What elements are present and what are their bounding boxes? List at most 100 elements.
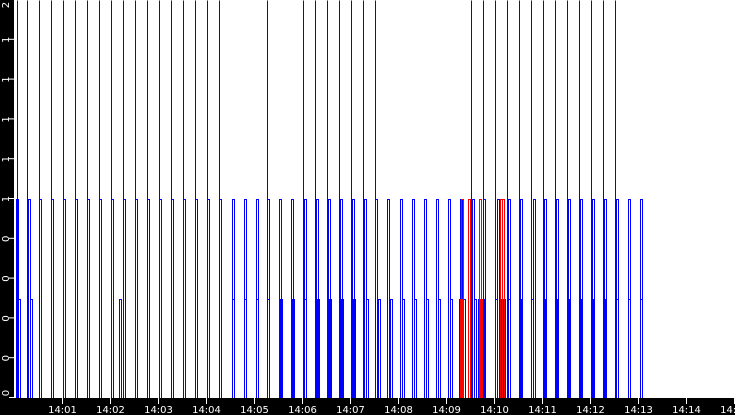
x-axis: 14:01 14:02 14:03 14:04 14:05 14:06 14:07 14:08… (48, 398, 735, 415)
pulse-mark (30, 299, 33, 398)
pulse-mark (603, 299, 606, 398)
pulse-mark (412, 199, 415, 398)
x-tick-label: 14:04 (192, 405, 221, 415)
y-tick-label: 1 (1, 37, 12, 43)
pulse-mark (119, 299, 122, 398)
x-tick-label: 14:10 (480, 405, 509, 415)
pulse-mark (520, 199, 523, 398)
x-tick-label: 14:01 (48, 405, 77, 415)
pulse-mark (256, 299, 259, 398)
pulse-mark (472, 199, 475, 398)
y-tick-label: 0 (1, 355, 12, 361)
pulse-mark (640, 199, 643, 398)
pulse-mark (18, 299, 21, 398)
pulse-mark (580, 199, 583, 398)
pulse-mark (244, 199, 247, 398)
x-tick-label: 14:05 (240, 405, 269, 415)
pulse-mark (414, 299, 417, 398)
pulse-mark (387, 199, 390, 398)
pulse-mark (640, 299, 643, 398)
pulse-mark (378, 299, 381, 398)
y-tick-label: 0 (1, 315, 12, 321)
y-tick-label: 0 (1, 275, 12, 281)
x-tick-label: 14:08 (384, 405, 413, 415)
pulse-mark (317, 299, 320, 398)
x-tick-label: 14:06 (288, 405, 317, 415)
x-axis-band (0, 398, 735, 415)
pulse-mark (256, 199, 259, 398)
pulse-mark (328, 199, 331, 398)
x-tick-label: 14:02 (96, 405, 125, 415)
data-marks (16, 0, 643, 398)
pulse-mark (519, 299, 522, 398)
pulse-mark (460, 299, 463, 398)
x-tick-label: 14:12 (576, 405, 605, 415)
pulse-mark (304, 199, 307, 398)
pulse-mark (497, 199, 500, 398)
y-tick-label: 0 (1, 390, 12, 396)
y-tick-label: 1 (1, 116, 12, 122)
x-tick-label: 14:13 (624, 405, 653, 415)
pulse-mark (508, 299, 511, 398)
pulse-mark (364, 199, 367, 398)
pulse-mark (390, 299, 393, 398)
y-tick-label: 2 (1, 2, 12, 8)
pulse-mark (436, 199, 439, 398)
pulse-mark (474, 299, 477, 398)
pulse-mark (316, 199, 319, 398)
pulse-mark (438, 299, 441, 398)
plot-area (14, 0, 735, 398)
pulse-mark (279, 199, 282, 398)
pulse-mark (567, 299, 570, 398)
y-tick-label: 0 (1, 236, 12, 242)
pulse-mark (508, 199, 511, 398)
pulse-mark (426, 299, 429, 398)
pulse-mark (502, 199, 505, 398)
pulse-mark (28, 199, 31, 398)
pulse-mark (244, 299, 247, 398)
pulse-mark (402, 299, 405, 398)
series-4 (460, 299, 483, 398)
pulse-mark (232, 199, 235, 398)
pulse-mark (628, 199, 631, 398)
pulse-mark (424, 199, 427, 398)
pulse-mark (544, 199, 547, 398)
pulse-mark (366, 299, 369, 398)
pulse-mark (329, 299, 332, 398)
pulse-mark (592, 199, 595, 398)
pulse-mark (448, 199, 451, 398)
series-3 (461, 199, 505, 398)
pulse-mark (353, 299, 356, 398)
pulse-mark (568, 199, 571, 398)
x-tick-label: 14:11 (528, 405, 557, 415)
pulse-mark (267, 299, 270, 398)
pulse-mark (556, 199, 559, 398)
x-tick-label: 14:03 (144, 405, 173, 415)
pulse-mark (533, 199, 536, 398)
y-axis: 0 0 0 0 0 1 1 1 1 1 2 (1, 2, 14, 398)
pulse-mark (555, 299, 558, 398)
pulse-mark (304, 299, 307, 398)
pulse-mark (543, 299, 546, 398)
y-tick-label: 1 (1, 156, 12, 162)
pulse-mark (291, 199, 294, 398)
pulse-mark (480, 299, 483, 398)
pulse-mark (628, 299, 631, 398)
pulse-mark (479, 199, 482, 398)
x-tick-label: 14:09 (432, 405, 461, 415)
x-tick-label: 14:15 (720, 405, 735, 415)
pulse-mark (531, 299, 534, 398)
y-axis-band (0, 0, 14, 415)
pulse-mark (400, 199, 403, 398)
pulse-mark (461, 199, 464, 398)
pulse-mark (352, 199, 355, 398)
pulse-mark (604, 199, 607, 398)
pulse-mark (450, 299, 453, 398)
pulse-mark (292, 299, 295, 398)
pulse-mark (616, 299, 619, 398)
pulse-mark (468, 199, 471, 398)
pulse-mark (579, 299, 582, 398)
y-tick-label: 1 (1, 196, 12, 202)
